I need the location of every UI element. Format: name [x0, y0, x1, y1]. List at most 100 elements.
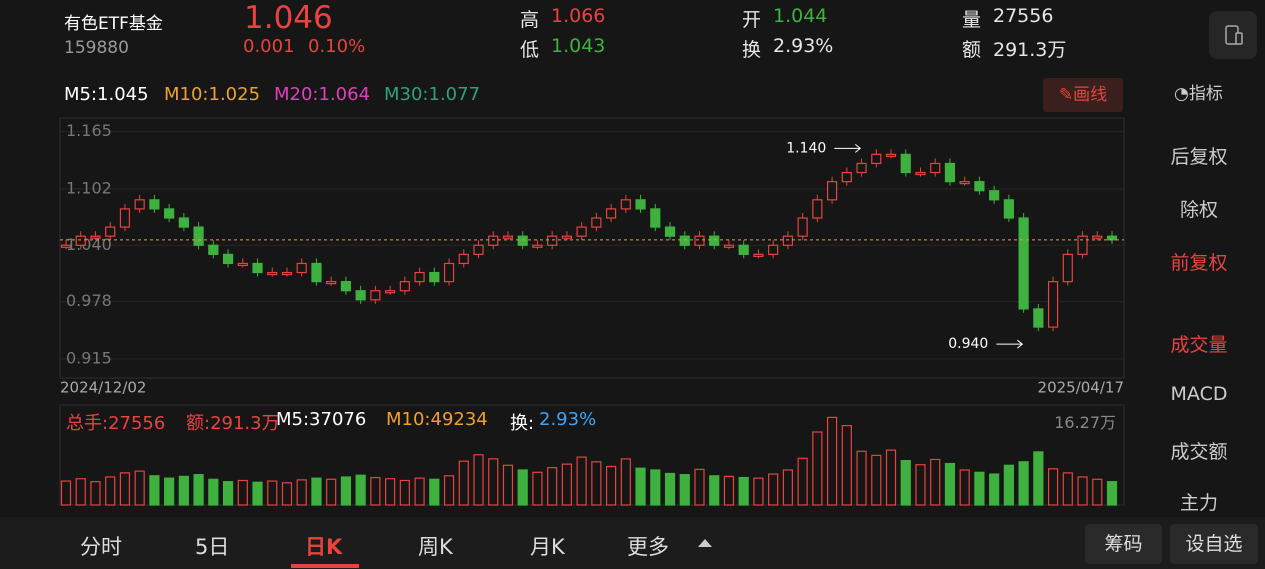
volume-bar — [281, 482, 293, 506]
volume-bar — [1047, 468, 1059, 506]
volume-bar — [709, 475, 720, 506]
candle-body — [1106, 235, 1118, 241]
device-icon — [1225, 25, 1243, 45]
stat-label: 换 — [742, 39, 762, 61]
volume-bar — [723, 475, 735, 506]
volume-bar — [664, 472, 676, 506]
bottom-button[interactable]: 筹码 — [1085, 524, 1162, 564]
volume-bar — [797, 457, 808, 506]
volume-bar — [370, 476, 381, 506]
volume-bar — [178, 475, 189, 506]
candle-body — [989, 190, 1000, 201]
annotation-arrow — [996, 339, 1024, 349]
volume-summary-item: 2.93% — [539, 409, 597, 430]
indicator-label: 指标 — [1188, 84, 1223, 104]
annotation: 1.140 — [786, 140, 826, 156]
candle-body — [591, 217, 602, 228]
volume-bar — [119, 472, 131, 506]
stat-label: 低 — [520, 39, 540, 61]
volume-bar — [1018, 461, 1029, 506]
candle-body — [1092, 235, 1103, 239]
sidebar-item[interactable]: MACD — [1170, 383, 1228, 405]
volume-bar — [326, 478, 337, 506]
candle-body — [164, 208, 175, 219]
tab[interactable]: 5日 — [195, 535, 230, 559]
ma-label: M20:1.064 — [274, 84, 371, 105]
candle-body — [679, 235, 690, 246]
candle-body — [90, 235, 101, 239]
candle-body — [547, 235, 558, 246]
annotation: 0.940 — [948, 336, 988, 352]
volume-bar — [75, 478, 86, 506]
y-tick-label: 1.102 — [66, 178, 112, 197]
volume-bar — [871, 454, 882, 506]
candle-body — [650, 208, 661, 228]
candle-body — [694, 235, 705, 246]
tab[interactable]: 月K — [530, 535, 565, 559]
candle-body — [281, 271, 293, 276]
tab[interactable]: 周K — [418, 535, 453, 559]
volume-bar — [149, 475, 160, 506]
volume-bar — [517, 469, 528, 506]
tab[interactable]: 日K — [305, 535, 343, 559]
fund-name: 有色ETF基金 — [64, 14, 163, 34]
sidebar-item[interactable]: 后复权 — [1170, 146, 1228, 168]
volume-bar — [473, 454, 484, 506]
candle-body — [502, 235, 514, 239]
stat-label: 开 — [742, 9, 762, 31]
candle-body — [105, 226, 116, 237]
volume-bar — [90, 481, 101, 506]
candle-body — [900, 153, 911, 174]
volume-bar — [738, 476, 749, 506]
candle-body — [620, 199, 631, 210]
volume-max: 16.27万 — [1054, 413, 1116, 432]
volume-bar — [134, 470, 145, 506]
sidebar-item[interactable]: 成交额 — [1170, 441, 1228, 463]
volume-bar — [193, 474, 204, 506]
volume-bar — [841, 424, 852, 506]
volume-bar — [753, 477, 764, 506]
indicator-button[interactable]: ◔指标 — [1174, 84, 1223, 104]
annotation-arrow — [834, 143, 862, 153]
tab[interactable]: 更多 — [627, 535, 669, 559]
volume-bar — [959, 469, 970, 506]
ma-label: M5:1.045 — [64, 84, 149, 105]
candle-body — [252, 262, 263, 274]
volume-bar — [620, 458, 631, 506]
stat-value: 291.3万 — [993, 39, 1067, 61]
volume-bar — [944, 462, 956, 506]
tab-underline — [291, 564, 359, 568]
volume-bar — [60, 480, 72, 506]
stat-value: 1.043 — [551, 35, 606, 57]
candle-body — [237, 262, 248, 267]
sidebar-item[interactable]: 除权 — [1179, 199, 1218, 221]
bottom-button[interactable]: 设自选 — [1170, 524, 1258, 564]
volume-bar — [826, 416, 838, 506]
sidebar-item[interactable]: 主力 — [1179, 492, 1218, 514]
more-arrow — [698, 539, 712, 547]
volume-bar — [1062, 472, 1073, 506]
sidebar-item[interactable]: 成交量 — [1170, 334, 1228, 356]
candle-body — [915, 171, 926, 176]
ma-label: M30:1.077 — [384, 84, 481, 105]
candle-body — [222, 253, 234, 265]
device-icon-button[interactable] — [1209, 11, 1257, 59]
candle-body — [885, 153, 897, 157]
candle-body — [1003, 199, 1014, 219]
candle-body — [414, 271, 425, 283]
volume-bar — [429, 478, 440, 506]
volume-bar — [222, 481, 234, 506]
candle-body — [517, 235, 528, 246]
volume-bar — [399, 479, 410, 506]
candle-body — [812, 199, 823, 219]
volume-summary-item: M5:37076 — [276, 409, 367, 430]
sidebar-item[interactable]: 前复权 — [1170, 252, 1228, 274]
candle-body — [473, 244, 484, 255]
draw-button[interactable]: ✎画线 — [1043, 78, 1123, 112]
candle-body — [709, 235, 720, 246]
volume-bar — [1106, 481, 1118, 506]
candle-body — [959, 181, 970, 185]
tab[interactable]: 分时 — [80, 535, 122, 559]
volume-bar — [812, 431, 823, 506]
